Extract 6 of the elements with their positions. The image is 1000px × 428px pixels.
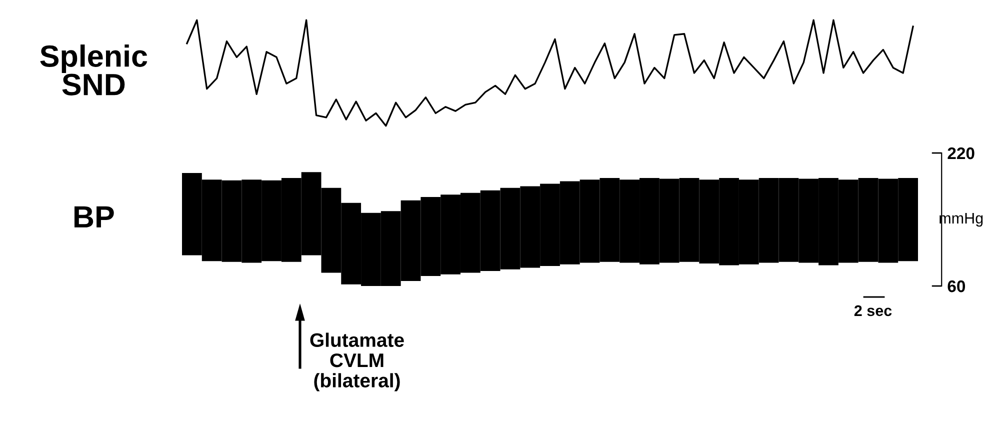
- text: 2 sec: [854, 305, 892, 316]
- y-tick-label: 220: [948, 147, 974, 160]
- text: Splenic SND: [40, 44, 148, 96]
- y-tick-label: 60: [948, 280, 966, 292]
- text: Glutamate CVLM (bilateral): [310, 332, 404, 392]
- text: BP: [74, 206, 114, 228]
